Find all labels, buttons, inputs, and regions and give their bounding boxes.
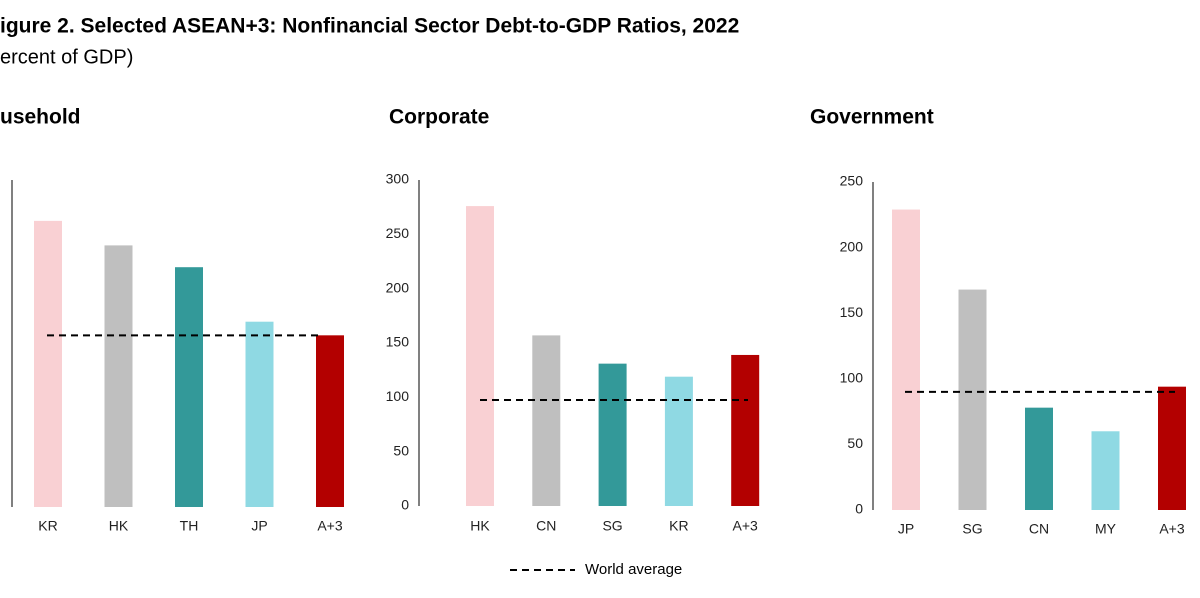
bar [958, 289, 987, 510]
bar [598, 363, 627, 506]
y-tick-label: 250 [386, 225, 410, 241]
x-tick-label: CN [536, 518, 556, 534]
x-tick-label: MY [1095, 521, 1117, 537]
y-tick-label: 250 [840, 173, 864, 189]
legend-label: World average [585, 561, 682, 578]
bar [34, 220, 62, 507]
bar [1158, 386, 1186, 510]
y-tick-label: 150 [840, 304, 864, 320]
y-tick-label: 100 [840, 370, 864, 386]
figure-title: igure 2. Selected ASEAN+3: Nonfinancial … [0, 15, 739, 38]
x-tick-label: HK [109, 518, 129, 534]
bar [731, 354, 760, 506]
x-tick-label: A+3 [317, 518, 343, 534]
figure-subtitle: ercent of GDP) [0, 46, 133, 68]
panel-title: usehold [0, 106, 81, 129]
x-tick-label: A+3 [1159, 521, 1185, 537]
bar [245, 321, 274, 507]
bar [104, 245, 133, 507]
x-tick-label: HK [470, 518, 490, 534]
bar [316, 335, 344, 507]
y-tick-label: 200 [386, 279, 410, 295]
x-tick-label: SG [962, 521, 982, 537]
bar [664, 376, 693, 506]
x-tick-label: JP [898, 521, 914, 537]
bar [175, 267, 203, 507]
y-tick-label: 300 [386, 171, 410, 187]
y-tick-label: 100 [386, 388, 410, 404]
bar [1025, 407, 1053, 510]
panel-title: Government [810, 106, 934, 129]
x-tick-label: KR [38, 518, 57, 534]
bar [532, 335, 561, 506]
y-tick-label: 150 [386, 334, 410, 350]
bar [1091, 431, 1120, 510]
x-tick-label: JP [251, 518, 267, 534]
bar [892, 209, 920, 510]
y-tick-label: 50 [847, 435, 863, 451]
y-tick-label: 0 [401, 497, 409, 513]
x-tick-label: KR [669, 518, 688, 534]
x-tick-label: TH [180, 518, 199, 534]
y-tick-label: 200 [840, 238, 864, 254]
bar [466, 206, 494, 506]
y-tick-label: 50 [393, 442, 409, 458]
x-tick-label: SG [602, 518, 622, 534]
panel-title: Corporate [389, 106, 489, 129]
x-tick-label: CN [1029, 521, 1049, 537]
y-tick-label: 0 [855, 501, 863, 517]
x-tick-label: A+3 [733, 518, 759, 534]
